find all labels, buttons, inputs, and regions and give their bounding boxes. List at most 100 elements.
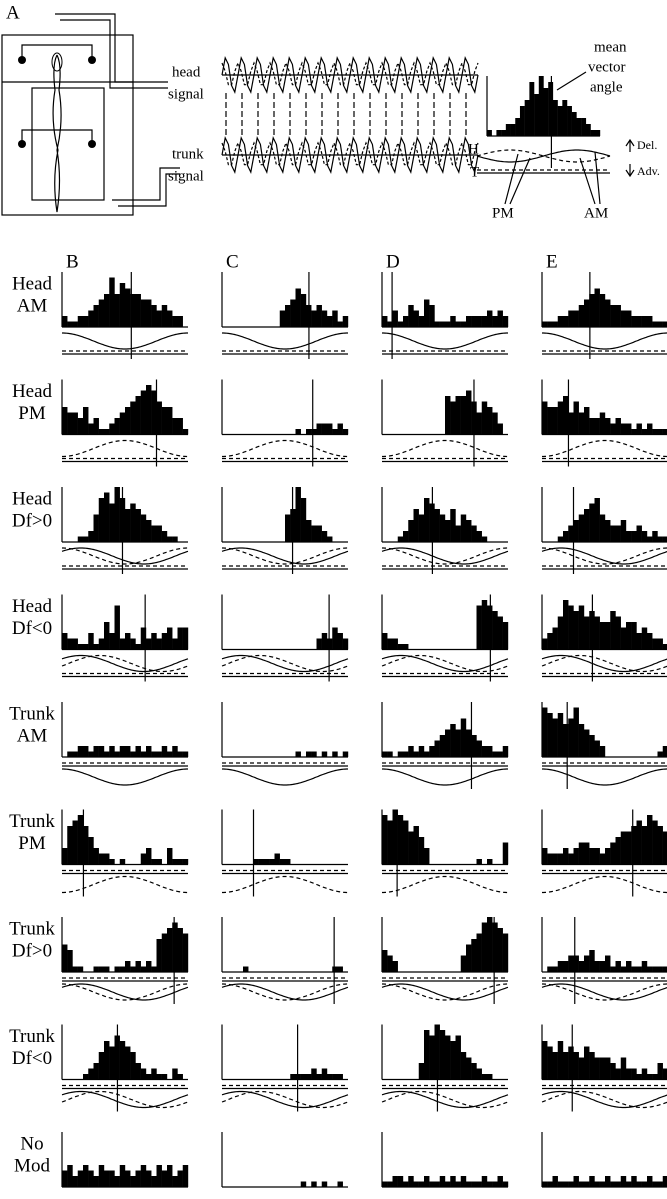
bar — [455, 396, 461, 435]
row-label: Df<0 — [12, 1048, 52, 1069]
bar — [67, 321, 73, 327]
trace — [62, 983, 188, 1001]
bar — [156, 1165, 162, 1187]
bar — [177, 316, 183, 327]
bar — [584, 509, 590, 542]
bar — [429, 746, 435, 757]
bar — [146, 848, 152, 865]
bar — [552, 1176, 558, 1187]
bar — [647, 536, 653, 542]
bar — [306, 520, 312, 542]
bar — [481, 401, 488, 435]
bar — [182, 1165, 189, 1187]
bar — [584, 616, 590, 650]
signal-wave — [221, 141, 479, 166]
annotation: mean — [594, 39, 627, 55]
bar — [337, 423, 343, 435]
bar — [167, 536, 173, 542]
bar — [161, 633, 168, 650]
bar — [584, 842, 590, 865]
bar — [88, 751, 94, 757]
column-label: B — [66, 251, 79, 272]
bar — [557, 713, 564, 757]
bar — [487, 746, 493, 757]
bar — [337, 1181, 343, 1187]
bar — [161, 1170, 168, 1187]
bar — [337, 633, 343, 650]
bar — [327, 423, 333, 435]
bar — [130, 751, 136, 757]
trace — [381, 983, 509, 1001]
bar — [471, 1063, 477, 1080]
bar — [140, 514, 147, 542]
bar — [77, 644, 84, 650]
bar — [413, 1181, 419, 1187]
bar — [620, 627, 627, 650]
pointer — [556, 71, 587, 91]
bar — [445, 1035, 451, 1080]
trace — [61, 1090, 189, 1109]
trace — [221, 654, 349, 673]
bar — [258, 859, 265, 865]
bar — [466, 1181, 472, 1187]
bar — [135, 961, 141, 972]
bar — [573, 1052, 579, 1080]
trace — [221, 983, 349, 1001]
bar — [471, 735, 477, 757]
bar — [476, 740, 482, 757]
bar — [114, 487, 120, 542]
trace — [221, 1090, 349, 1109]
bar — [487, 407, 493, 435]
bar — [538, 76, 544, 136]
bar — [429, 305, 435, 327]
bar — [460, 955, 467, 972]
bar — [114, 966, 120, 972]
bar — [497, 423, 503, 435]
bar — [450, 316, 456, 327]
bar — [316, 638, 322, 650]
bar — [492, 922, 498, 972]
bar — [594, 961, 600, 972]
bar — [151, 390, 157, 435]
bar — [321, 751, 328, 757]
bar — [476, 316, 482, 327]
bar — [657, 638, 663, 650]
bar — [599, 514, 606, 542]
trace — [221, 654, 349, 673]
bar — [584, 407, 590, 435]
bar — [496, 130, 502, 136]
bar — [342, 751, 349, 757]
bar — [408, 746, 414, 757]
bar — [563, 396, 569, 435]
bar — [573, 401, 579, 435]
bar — [88, 531, 94, 542]
bar — [584, 299, 590, 327]
bar — [615, 305, 621, 327]
bar — [501, 130, 507, 136]
bar — [125, 288, 131, 327]
bar — [615, 1181, 621, 1187]
bar — [67, 412, 73, 435]
row-label: No — [20, 1133, 43, 1154]
bar — [311, 525, 317, 542]
bar — [524, 100, 530, 136]
bar — [424, 498, 430, 542]
bar — [83, 644, 89, 650]
bar — [563, 1181, 569, 1187]
bar — [584, 955, 590, 972]
bar — [434, 509, 440, 542]
bar — [515, 118, 521, 136]
trace — [476, 149, 611, 163]
bar — [626, 1181, 632, 1187]
bar — [481, 600, 488, 650]
bar — [547, 407, 553, 435]
signal-label: head — [172, 64, 201, 80]
bar — [119, 412, 126, 435]
bar — [460, 321, 467, 327]
bar — [130, 966, 136, 972]
bar — [403, 751, 409, 757]
bar — [125, 509, 131, 542]
bar — [104, 966, 110, 972]
bar — [140, 751, 147, 757]
